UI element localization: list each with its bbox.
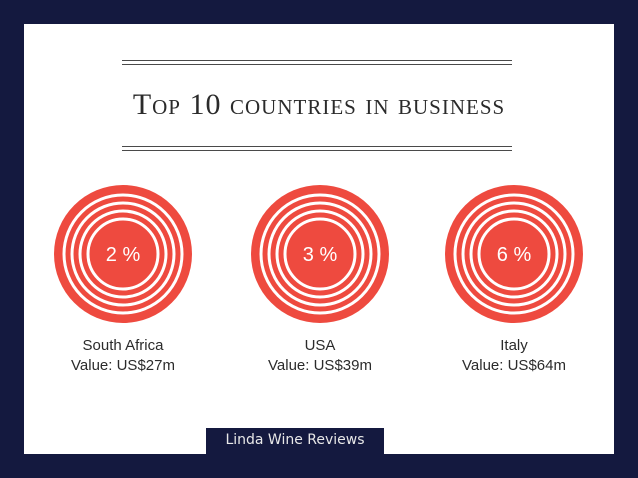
stat-south-africa: 2 % South Africa Value: US$27m <box>23 184 223 376</box>
slide-title: Top 10 countries in business <box>132 88 506 121</box>
stat-value: Value: US$27m <box>71 357 175 374</box>
footer-credit: Linda Wine Reviews <box>206 428 384 454</box>
stat-country: South Africa <box>82 337 164 354</box>
stat-italy: 6 % Italy Value: US$64m <box>414 184 614 376</box>
stat-percent: 2 % <box>106 244 141 266</box>
stat-percent: 6 % <box>497 244 532 266</box>
top-double-rule <box>122 60 512 65</box>
stat-percent: 3 % <box>303 244 338 266</box>
stat-value: Value: US$39m <box>268 357 372 374</box>
slide-panel: Top 10 countries in business 2 % South A… <box>24 24 614 454</box>
stat-usa: 3 % USA Value: US$39m <box>220 184 420 376</box>
bottom-double-rule <box>122 146 512 151</box>
target-rings-icon: 3 % <box>251 185 389 323</box>
stat-country: Italy <box>500 337 528 354</box>
stat-country: USA <box>304 337 336 354</box>
stat-value: Value: US$64m <box>462 357 566 374</box>
target-rings-icon: 6 % <box>445 185 583 323</box>
target-rings-icon: 2 % <box>54 185 192 323</box>
